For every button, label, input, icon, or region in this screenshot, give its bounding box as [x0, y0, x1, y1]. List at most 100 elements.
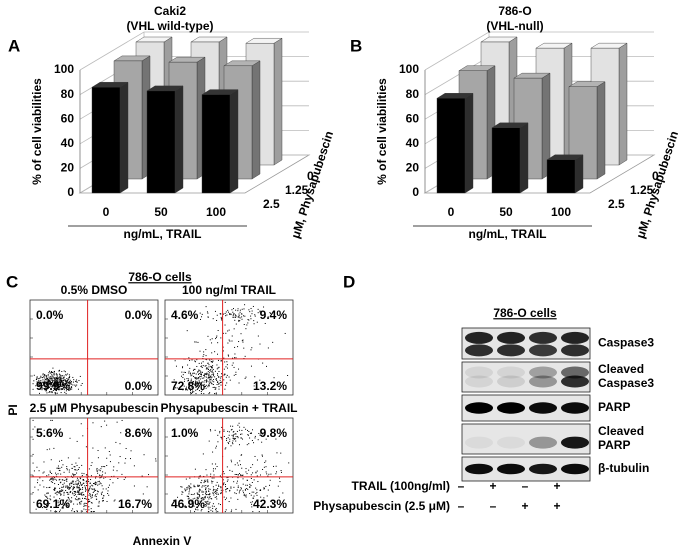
event-dot	[208, 393, 210, 395]
event-dot	[193, 505, 195, 507]
event-dot	[77, 491, 79, 493]
event-dot	[250, 315, 252, 317]
event-dot	[79, 501, 81, 503]
event-dot	[269, 312, 271, 314]
treatment-sign: –	[490, 499, 497, 513]
event-dot	[220, 487, 222, 489]
event-dot	[121, 473, 123, 475]
event-dot	[61, 466, 63, 468]
event-dot	[33, 380, 35, 382]
event-dot	[252, 497, 254, 499]
event-dot	[204, 497, 206, 499]
event-dot	[58, 469, 60, 471]
event-dot	[50, 382, 52, 384]
event-dot	[220, 382, 222, 384]
event-dot	[193, 486, 195, 488]
event-dot	[205, 505, 207, 507]
blot-band	[497, 331, 525, 344]
event-dot	[59, 378, 61, 380]
event-dot	[232, 362, 234, 364]
event-dot	[215, 336, 217, 338]
event-dot	[259, 379, 261, 381]
event-dot	[51, 392, 53, 394]
event-dot	[65, 489, 67, 491]
event-dot	[215, 388, 217, 390]
event-dot	[55, 378, 57, 380]
event-dot	[77, 486, 79, 488]
event-dot	[249, 311, 251, 313]
event-dot	[45, 496, 47, 498]
event-dot	[99, 470, 101, 472]
event-dot	[202, 365, 204, 367]
event-dot	[241, 308, 243, 310]
event-dot	[71, 386, 73, 388]
event-dot	[257, 308, 259, 310]
event-dot	[77, 388, 79, 390]
event-dot	[68, 487, 70, 489]
event-dot	[229, 469, 231, 471]
event-dot	[182, 389, 184, 391]
event-dot	[191, 392, 193, 394]
event-dot	[56, 494, 58, 496]
event-dot	[192, 498, 194, 500]
event-dot	[263, 497, 265, 499]
event-dot	[60, 383, 62, 385]
event-dot	[190, 382, 192, 384]
event-dot	[46, 449, 48, 451]
event-dot	[193, 493, 195, 495]
event-dot	[233, 438, 235, 440]
event-dot	[50, 383, 52, 385]
event-dot	[197, 371, 199, 373]
event-dot	[250, 494, 252, 496]
event-dot	[89, 485, 91, 487]
event-dot	[76, 511, 78, 513]
event-dot	[209, 381, 211, 383]
event-dot	[55, 382, 57, 384]
event-dot	[129, 458, 131, 460]
event-dot	[250, 432, 252, 434]
event-dot	[210, 430, 212, 432]
event-dot	[59, 478, 61, 480]
event-dot	[53, 380, 55, 382]
event-dot	[196, 365, 198, 367]
blot-band	[497, 344, 525, 357]
event-dot	[230, 313, 232, 315]
event-dot	[233, 328, 235, 330]
event-dot	[58, 378, 60, 380]
event-dot	[226, 487, 228, 489]
event-dot	[64, 371, 66, 373]
blot-band	[561, 436, 589, 449]
event-dot	[232, 440, 234, 442]
y-tick-label: 0	[412, 185, 419, 199]
event-dot	[200, 373, 202, 375]
event-dot	[227, 367, 229, 369]
event-dot	[229, 379, 231, 381]
event-dot	[212, 492, 214, 494]
event-dot	[214, 388, 216, 390]
event-dot	[254, 435, 256, 437]
treatment-sign: +	[553, 479, 560, 493]
event-dot	[245, 471, 247, 473]
event-dot	[220, 384, 222, 386]
event-dot	[214, 351, 216, 353]
event-dot	[210, 377, 212, 379]
event-dot	[258, 511, 260, 513]
event-dot	[243, 493, 245, 495]
event-dot	[75, 483, 77, 485]
event-dot	[204, 385, 206, 387]
event-dot	[216, 492, 218, 494]
event-dot	[62, 499, 64, 501]
event-dot	[72, 473, 74, 475]
event-dot	[107, 490, 109, 492]
event-dot	[220, 377, 222, 379]
event-dot	[59, 377, 61, 379]
event-dot	[58, 387, 60, 389]
event-dot	[47, 374, 49, 376]
event-dot	[191, 359, 193, 361]
event-dot	[79, 503, 81, 505]
event-dot	[81, 464, 83, 466]
event-dot	[201, 502, 203, 504]
blot-band	[465, 463, 493, 475]
event-dot	[240, 313, 242, 315]
event-dot	[207, 481, 209, 483]
